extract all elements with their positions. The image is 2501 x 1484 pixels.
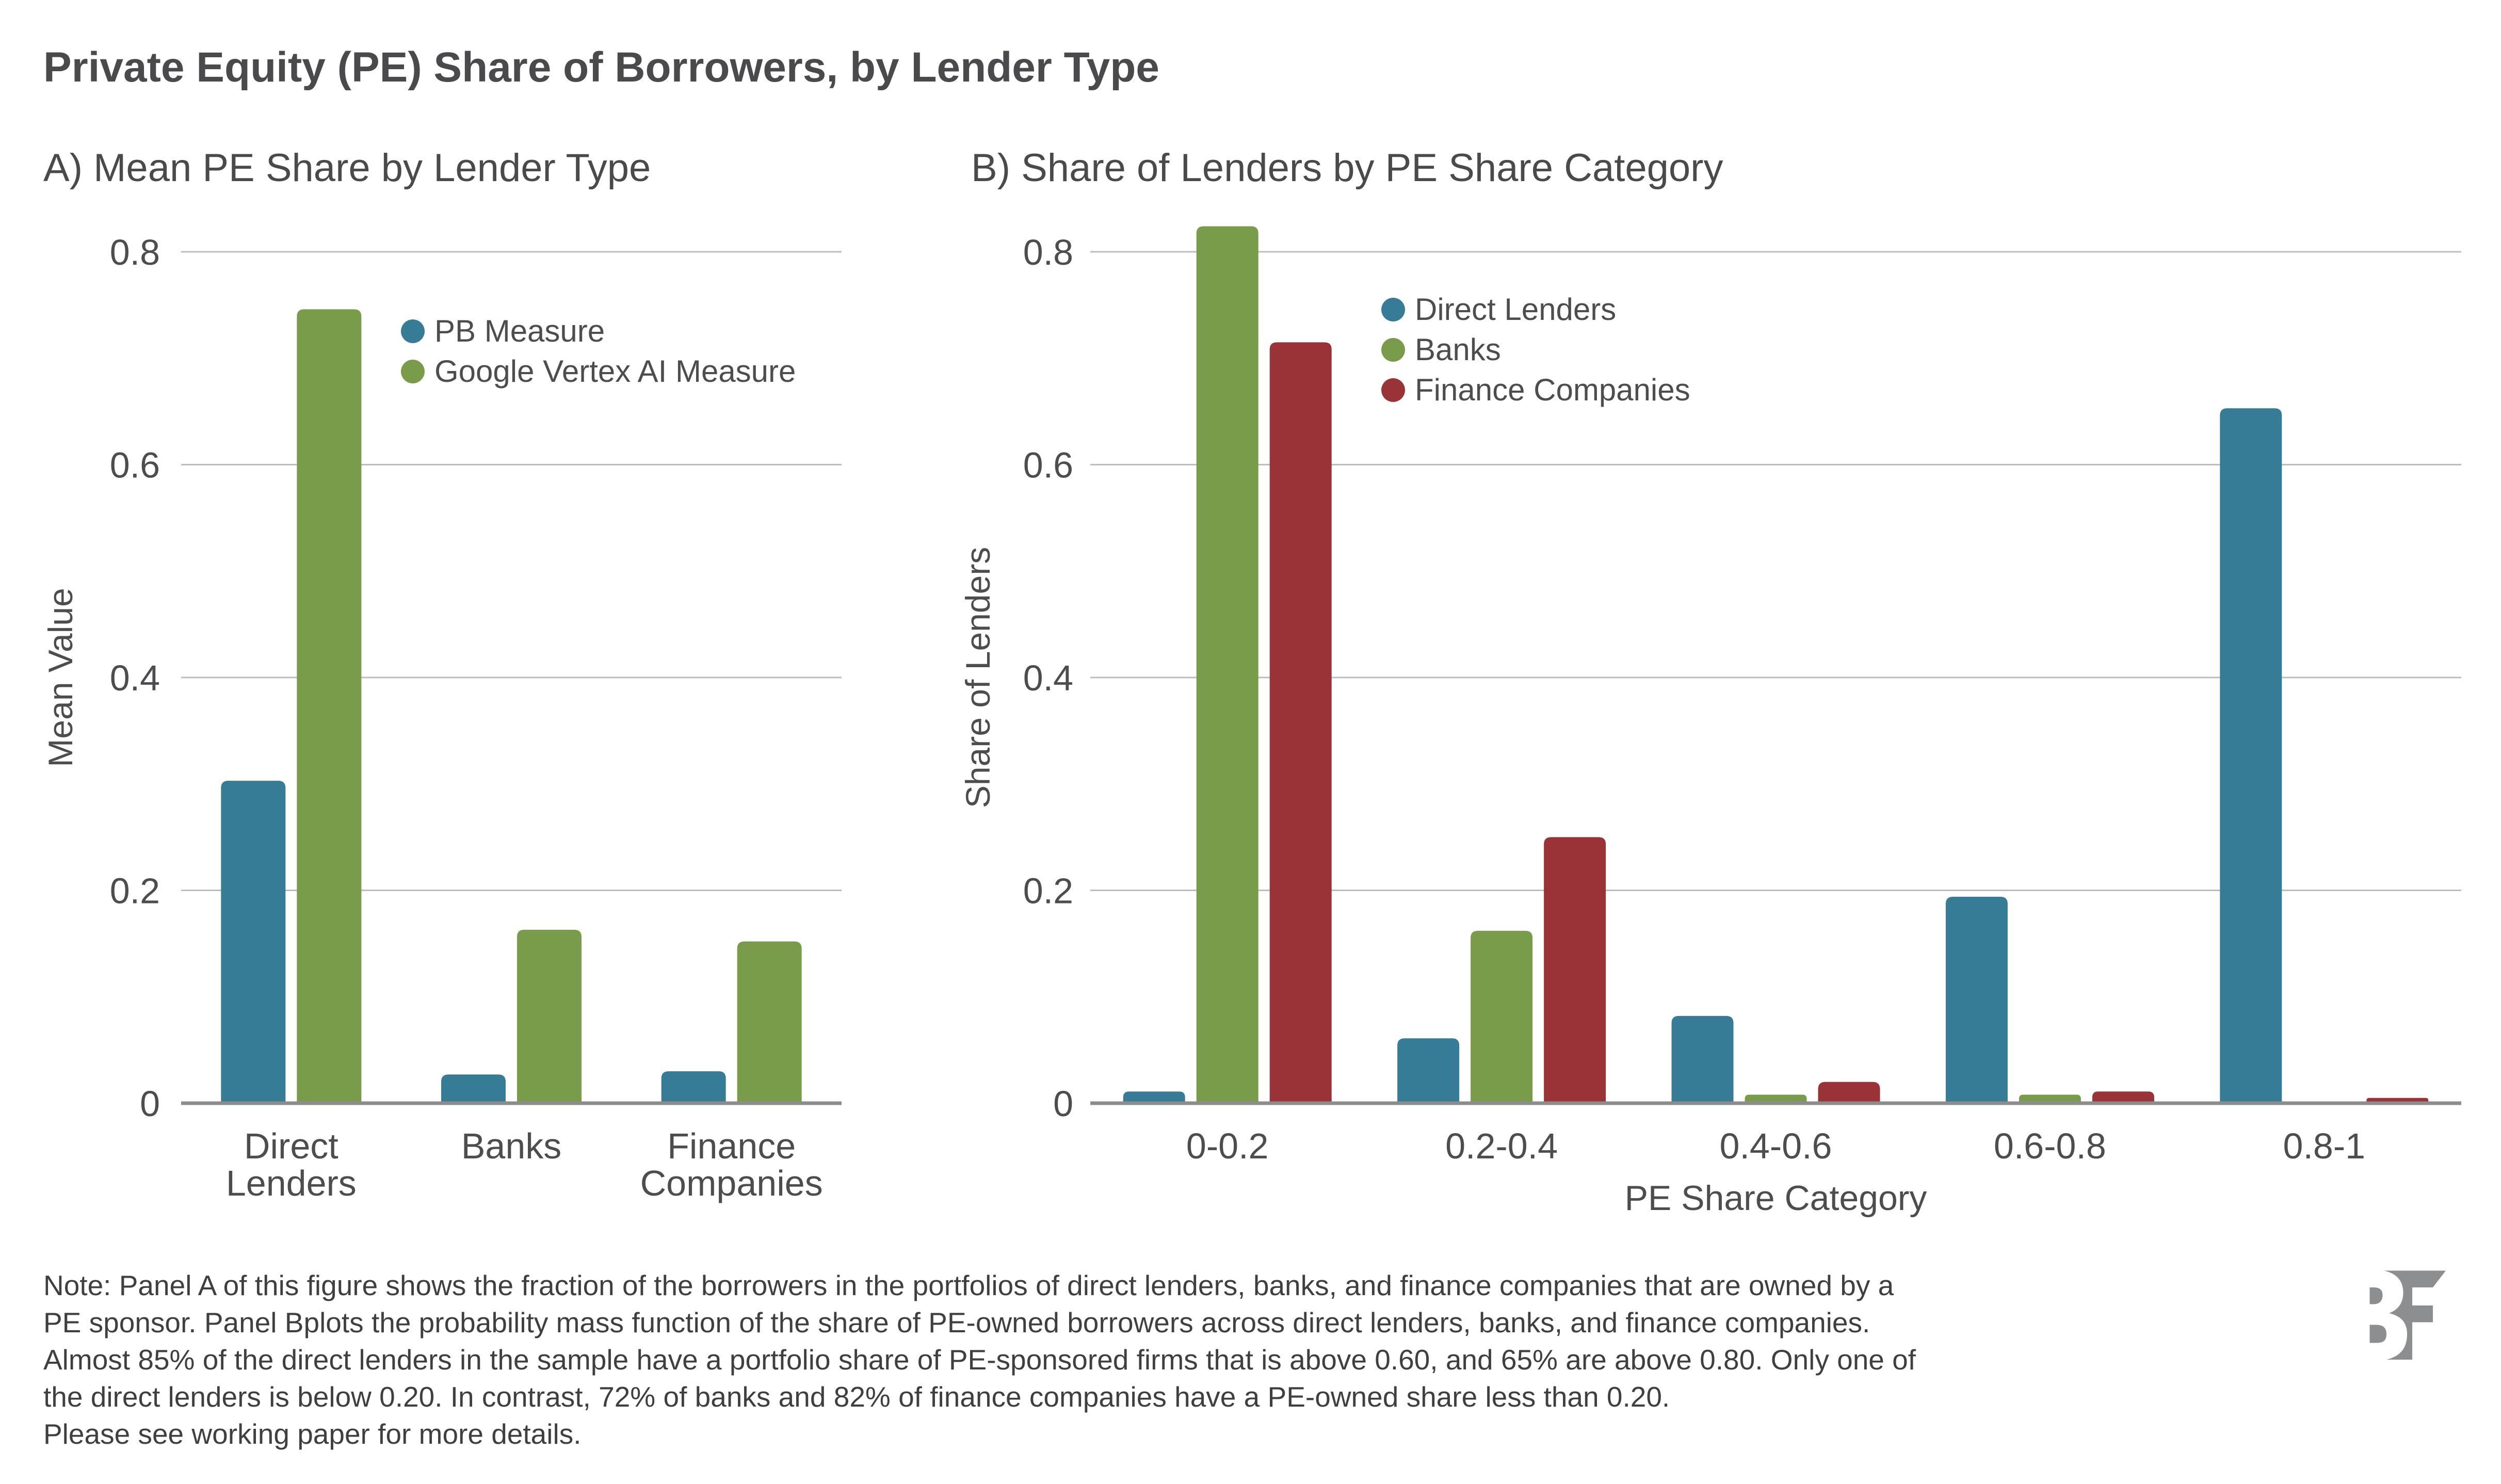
bar bbox=[441, 1074, 506, 1103]
y-tick-label: 0.2 bbox=[110, 871, 160, 911]
legend-label: Finance Companies bbox=[1415, 373, 1690, 407]
x-tick-label: 0.8-1 bbox=[2283, 1126, 2366, 1166]
bar bbox=[2019, 1094, 2081, 1103]
bar bbox=[1745, 1094, 1807, 1103]
bar bbox=[1544, 837, 1606, 1103]
y-axis-label: Mean Value bbox=[41, 588, 79, 767]
y-tick-label: 0.4 bbox=[110, 658, 160, 698]
y-tick-label: 0.6 bbox=[1023, 445, 1073, 486]
x-tick-label: 0.4-0.6 bbox=[1720, 1126, 1832, 1166]
y-tick-label: 0.8 bbox=[110, 232, 160, 272]
x-tick-label: Banks bbox=[461, 1126, 562, 1166]
figure-title: Private Equity (PE) Share of Borrowers, … bbox=[43, 44, 1159, 91]
x-tick-label: Finance bbox=[667, 1126, 796, 1166]
x-tick-label: 0-0.2 bbox=[1186, 1126, 1269, 1166]
x-tick-label: 0.6-0.8 bbox=[1994, 1126, 2106, 1166]
legend-label: Direct Lenders bbox=[1415, 292, 1616, 327]
legend-marker-icon bbox=[1381, 298, 1405, 321]
note-line: PE sponsor. Panel Bplots the probability… bbox=[43, 1306, 1870, 1338]
bar bbox=[1123, 1091, 1185, 1103]
bar bbox=[1671, 1015, 1734, 1103]
panel-a-title: A) Mean PE Share by Lender Type bbox=[43, 146, 651, 190]
y-axis-label: Share of Lenders bbox=[959, 547, 997, 808]
bar bbox=[661, 1071, 726, 1103]
y-tick-label: 0.6 bbox=[110, 445, 160, 486]
logo-shape bbox=[2369, 1270, 2446, 1360]
x-tick-label: Direct bbox=[244, 1126, 338, 1166]
legend-marker-icon bbox=[1381, 378, 1405, 402]
y-tick-label: 0 bbox=[140, 1084, 160, 1124]
x-tick-label: 0.2-0.4 bbox=[1445, 1126, 1558, 1166]
y-tick-label: 0.2 bbox=[1023, 871, 1073, 911]
bar bbox=[1945, 896, 2008, 1103]
x-tick-label: Lenders bbox=[226, 1163, 357, 1203]
legend-marker-icon bbox=[401, 360, 425, 383]
bar bbox=[2220, 408, 2282, 1103]
x-axis-label: PE Share Category bbox=[1625, 1179, 1927, 1218]
note-line: Almost 85% of the direct lenders in the … bbox=[43, 1344, 1916, 1376]
x-tick-label: Companies bbox=[640, 1163, 823, 1203]
bar bbox=[1818, 1082, 1880, 1103]
bar bbox=[2092, 1091, 2154, 1103]
panel-b: 0 0.2 0.4 0.6 0.8 Share of Lenders 0-0.2 0.2-0.… bbox=[959, 226, 2461, 1218]
legend-label: Google Vertex AI Measure bbox=[434, 354, 796, 389]
bar bbox=[221, 781, 286, 1103]
bar bbox=[737, 941, 802, 1103]
legend-label: PB Measure bbox=[434, 314, 605, 348]
legend-marker-icon bbox=[401, 319, 425, 343]
y-tick-label: 0.8 bbox=[1023, 232, 1073, 272]
note-line: the direct lenders is below 0.20. In con… bbox=[43, 1381, 1670, 1413]
y-tick-label: 0 bbox=[1053, 1084, 1073, 1124]
bar bbox=[517, 929, 582, 1103]
bar bbox=[297, 309, 362, 1103]
legend-marker-icon bbox=[1381, 338, 1405, 362]
bar bbox=[1269, 342, 1332, 1103]
note-line: Note: Panel A of this figure shows the f… bbox=[43, 1269, 1894, 1301]
y-tick-label: 0.4 bbox=[1023, 658, 1073, 698]
panel-b-title: B) Share of Lenders by PE Share Category bbox=[971, 146, 1723, 190]
bar bbox=[1471, 930, 1533, 1103]
bf-logo: BF bbox=[2369, 1270, 2446, 1360]
legend-label: Banks bbox=[1415, 332, 1501, 367]
figure-note: Note: Panel A of this figure shows the f… bbox=[43, 1267, 2262, 1453]
bar bbox=[1196, 226, 1258, 1103]
bar bbox=[1397, 1038, 1460, 1103]
note-line: Please see working paper for more detail… bbox=[43, 1418, 582, 1450]
